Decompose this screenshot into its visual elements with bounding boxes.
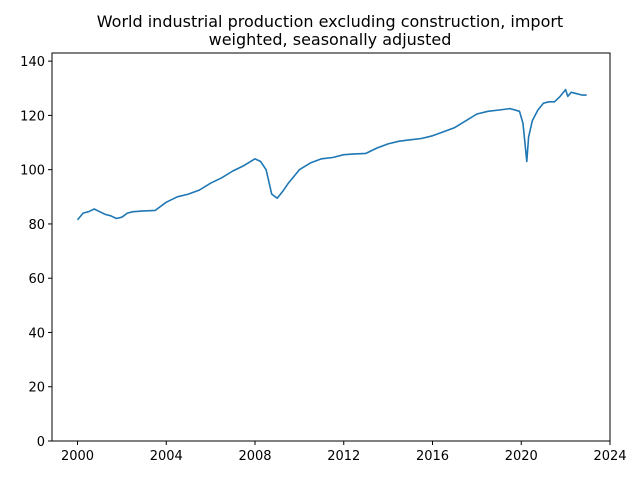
chart-title-line-1: World industrial production excluding co… [97,12,563,31]
x-tick-label: 2012 [327,449,360,464]
y-axis: 0 20 40 60 80 100 120 140 [20,55,52,450]
y-tick-label: 40 [28,326,45,341]
y-tick-label: 20 [28,381,45,396]
y-tick-label: 60 [28,272,45,287]
series-line [76,88,587,221]
x-tick-label: 2000 [61,449,94,464]
x-tick-label: 2008 [238,449,271,464]
x-tick-label: 2004 [150,449,183,464]
y-tick-label: 80 [28,218,45,233]
chart-title-line-2: weighted, seasonally adjusted [209,30,452,49]
y-tick-label: 100 [20,164,45,179]
x-tick-label: 2024 [593,449,626,464]
x-axis: 2000 2004 2008 2012 2016 2020 2024 [61,441,627,464]
y-tick-label: 140 [20,55,45,70]
plot-frame [51,52,611,442]
y-tick-label: 0 [37,435,45,450]
y-tick-label: 120 [20,109,45,124]
x-tick-label: 2020 [505,449,538,464]
x-tick-label: 2016 [416,449,449,464]
